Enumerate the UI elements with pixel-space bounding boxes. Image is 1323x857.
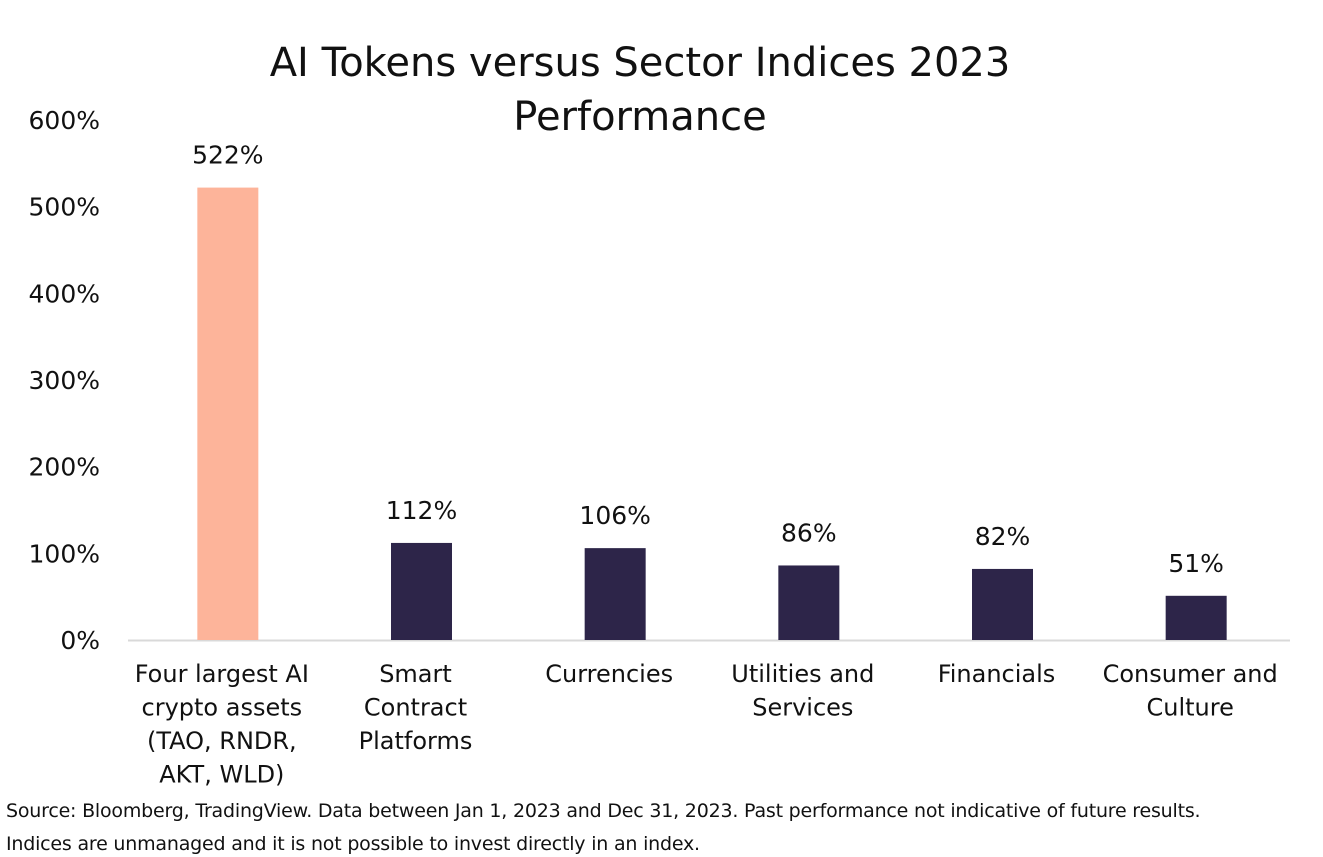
bar-value-label: 106% [579,501,650,530]
x-category-label: Contract [364,694,467,722]
bar [778,565,840,640]
x-category-label: Utilities and [731,660,874,688]
x-category-label: AKT, WLD) [159,761,284,789]
x-category-label: Four largest AI [135,660,309,688]
chart-title-line-1: AI Tokens versus Sector Indices 2023 [270,40,1011,86]
x-category-label: Consumer and [1103,660,1278,688]
chart-title: AI Tokens versus Sector Indices 2023 Perf… [270,40,1011,140]
bar-value-label: 522% [192,141,263,170]
x-category-label: (TAO, RNDR, [147,727,297,755]
x-category-label: Platforms [359,727,473,755]
y-tick-label: 400% [29,279,100,308]
y-axis-ticks: 0% 100% 200% 300% 400% 500% 600% [29,106,100,655]
y-tick-label: 200% [29,453,100,482]
bar [197,187,259,640]
bar-value-label: 112% [386,496,457,525]
bar [972,568,1033,640]
x-category-label: crypto assets [142,694,303,722]
category-labels: Four largest AI crypto assets (TAO, RNDR, A… [135,660,1278,789]
bar [391,542,452,640]
x-category-label: Currencies [545,660,673,688]
x-category-label: Services [752,694,853,722]
bar-value-label: 51% [1168,549,1224,578]
y-tick-label: 0% [60,626,100,655]
bar [584,548,646,640]
x-category-label: Financials [938,660,1056,688]
data-labels: 522% 112% 106% 86% 82% 51% [192,141,1224,578]
disclaimer-footnote: Indices are unmanaged and it is not poss… [6,833,700,855]
y-tick-label: 600% [29,106,100,135]
source-footnote: Source: Bloomberg, TradingView. Data bet… [6,800,1201,822]
y-tick-label: 100% [29,539,100,568]
x-category-label: Culture [1146,694,1233,722]
bar-value-label: 82% [975,522,1031,551]
y-tick-label: 500% [29,193,100,222]
y-tick-label: 300% [29,366,100,395]
bar-value-label: 86% [781,518,837,547]
bars [197,187,1227,640]
x-category-label: Smart [379,660,452,688]
chart-title-line-2: Performance [513,94,766,140]
bar [1165,595,1227,640]
